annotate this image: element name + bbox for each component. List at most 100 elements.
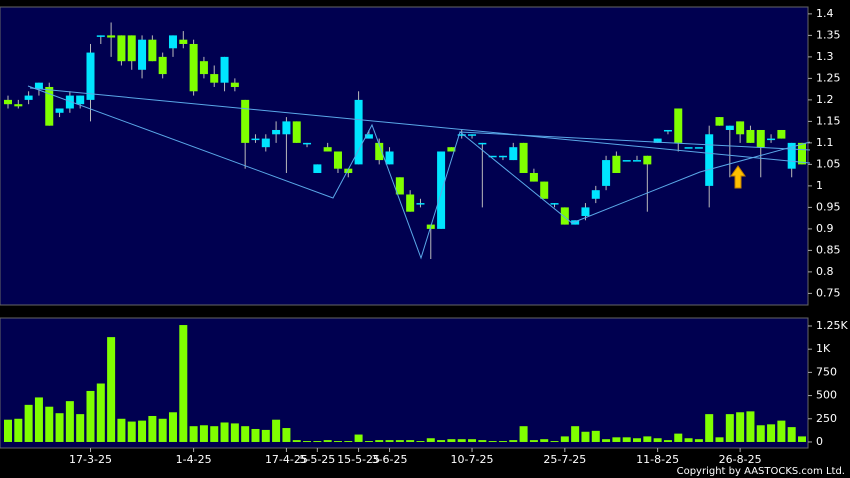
candle-body — [107, 35, 116, 38]
candle-body — [633, 160, 642, 162]
volume-bar — [313, 441, 322, 442]
candle-body — [529, 172, 538, 182]
copyright: Copyright by AASTOCKS.com Ltd. — [677, 466, 845, 477]
volume-bar — [705, 414, 714, 442]
volume-bar — [612, 437, 621, 442]
candle-body — [498, 155, 507, 158]
volume-bar — [251, 428, 260, 442]
candle-body — [220, 56, 229, 83]
volume-bar — [767, 424, 776, 442]
volume-bar — [416, 441, 425, 442]
volume-bar — [777, 420, 786, 442]
y-tick-label: 1.1 — [816, 136, 834, 149]
trend-lines — [27, 85, 811, 260]
candle-body — [272, 129, 281, 135]
candle-body — [375, 142, 384, 161]
volume-bar — [457, 439, 466, 442]
candle-body — [34, 82, 43, 90]
volume-bar — [344, 441, 353, 442]
volume-bar — [684, 438, 693, 442]
candle-body — [756, 129, 765, 148]
candle-body — [550, 203, 559, 205]
candle-body — [117, 35, 126, 62]
candle-body — [96, 35, 105, 37]
volume-bar — [55, 413, 64, 442]
candle-body — [189, 43, 198, 92]
candle-body — [210, 74, 219, 83]
x-tick-label: 17-4-25 — [265, 453, 308, 466]
x-tick-label: 26-8-25 — [719, 453, 762, 466]
volume-bar — [292, 440, 301, 442]
candle-body — [406, 194, 415, 212]
candle-body — [230, 82, 239, 87]
candle-body — [622, 160, 631, 162]
candle-body — [457, 134, 466, 136]
volume-bar — [426, 438, 435, 442]
volume-bar — [375, 440, 384, 442]
y2-tick-label: 0 — [816, 435, 823, 448]
candle-body — [798, 142, 806, 165]
candle-body — [746, 129, 755, 143]
candle-body — [787, 142, 796, 169]
candle-body — [581, 207, 590, 216]
candle-body — [4, 99, 12, 105]
volume-bar — [787, 427, 796, 442]
x-tick-label: 17-3-25 — [69, 453, 112, 466]
volume-bar — [230, 423, 239, 442]
volume-bar — [498, 441, 507, 442]
candle-body — [571, 220, 580, 225]
candle-body — [261, 138, 270, 148]
candle-body — [303, 142, 312, 145]
candle-body — [705, 134, 714, 186]
x-tick-label: 15-5-25 — [337, 453, 380, 466]
volume-bar — [519, 426, 528, 442]
volume-bar — [581, 431, 590, 442]
candle-body — [416, 203, 425, 205]
volume-bar — [303, 441, 312, 442]
arrow-marker — [730, 165, 746, 189]
volume-bar — [633, 438, 642, 442]
candle-body — [158, 56, 167, 75]
candle-body — [519, 142, 528, 173]
volume-bar — [168, 412, 177, 442]
volume-bar — [65, 401, 74, 442]
y-tick-label: 1.25 — [816, 71, 841, 84]
candle-body — [127, 35, 136, 62]
candle-body — [488, 155, 497, 158]
volume-bar — [14, 418, 23, 442]
y2-tick-label: 250 — [816, 412, 837, 425]
x-tick-label: 5-5-25 — [299, 453, 335, 466]
volume-bar — [653, 438, 662, 442]
candle-body — [199, 61, 208, 75]
candle-body — [674, 108, 683, 143]
candle-body — [540, 181, 549, 199]
volume-bar — [86, 390, 95, 442]
candle-body — [24, 95, 33, 100]
trend-line — [459, 131, 811, 151]
y-tick-label: 0.9 — [816, 222, 834, 235]
candle-body — [478, 142, 487, 145]
volume-bar — [24, 404, 33, 442]
candle-body — [86, 52, 95, 100]
volume-bar — [179, 325, 188, 442]
candle-body — [55, 108, 64, 113]
volume-bar — [333, 441, 342, 442]
volume-bar — [674, 433, 683, 442]
candle-body — [591, 190, 600, 199]
candle-body — [602, 160, 611, 186]
y-tick-label: 0.85 — [816, 243, 841, 256]
candle-body — [364, 134, 373, 139]
candle-body — [168, 35, 177, 49]
x-tick-label: 25-7-25 — [543, 453, 586, 466]
candle-body — [179, 39, 188, 44]
volume-bar — [354, 434, 363, 442]
volume-bar — [148, 415, 157, 442]
y-tick-label: 1.05 — [816, 157, 841, 170]
x-tick-label: 3-6-25 — [372, 453, 408, 466]
candle-body — [333, 151, 342, 169]
volume-bar — [158, 418, 167, 442]
y-tick-label: 1 — [816, 179, 823, 192]
volume-bar — [694, 439, 703, 442]
candle-body — [767, 138, 776, 141]
zigzag-line — [27, 85, 811, 260]
